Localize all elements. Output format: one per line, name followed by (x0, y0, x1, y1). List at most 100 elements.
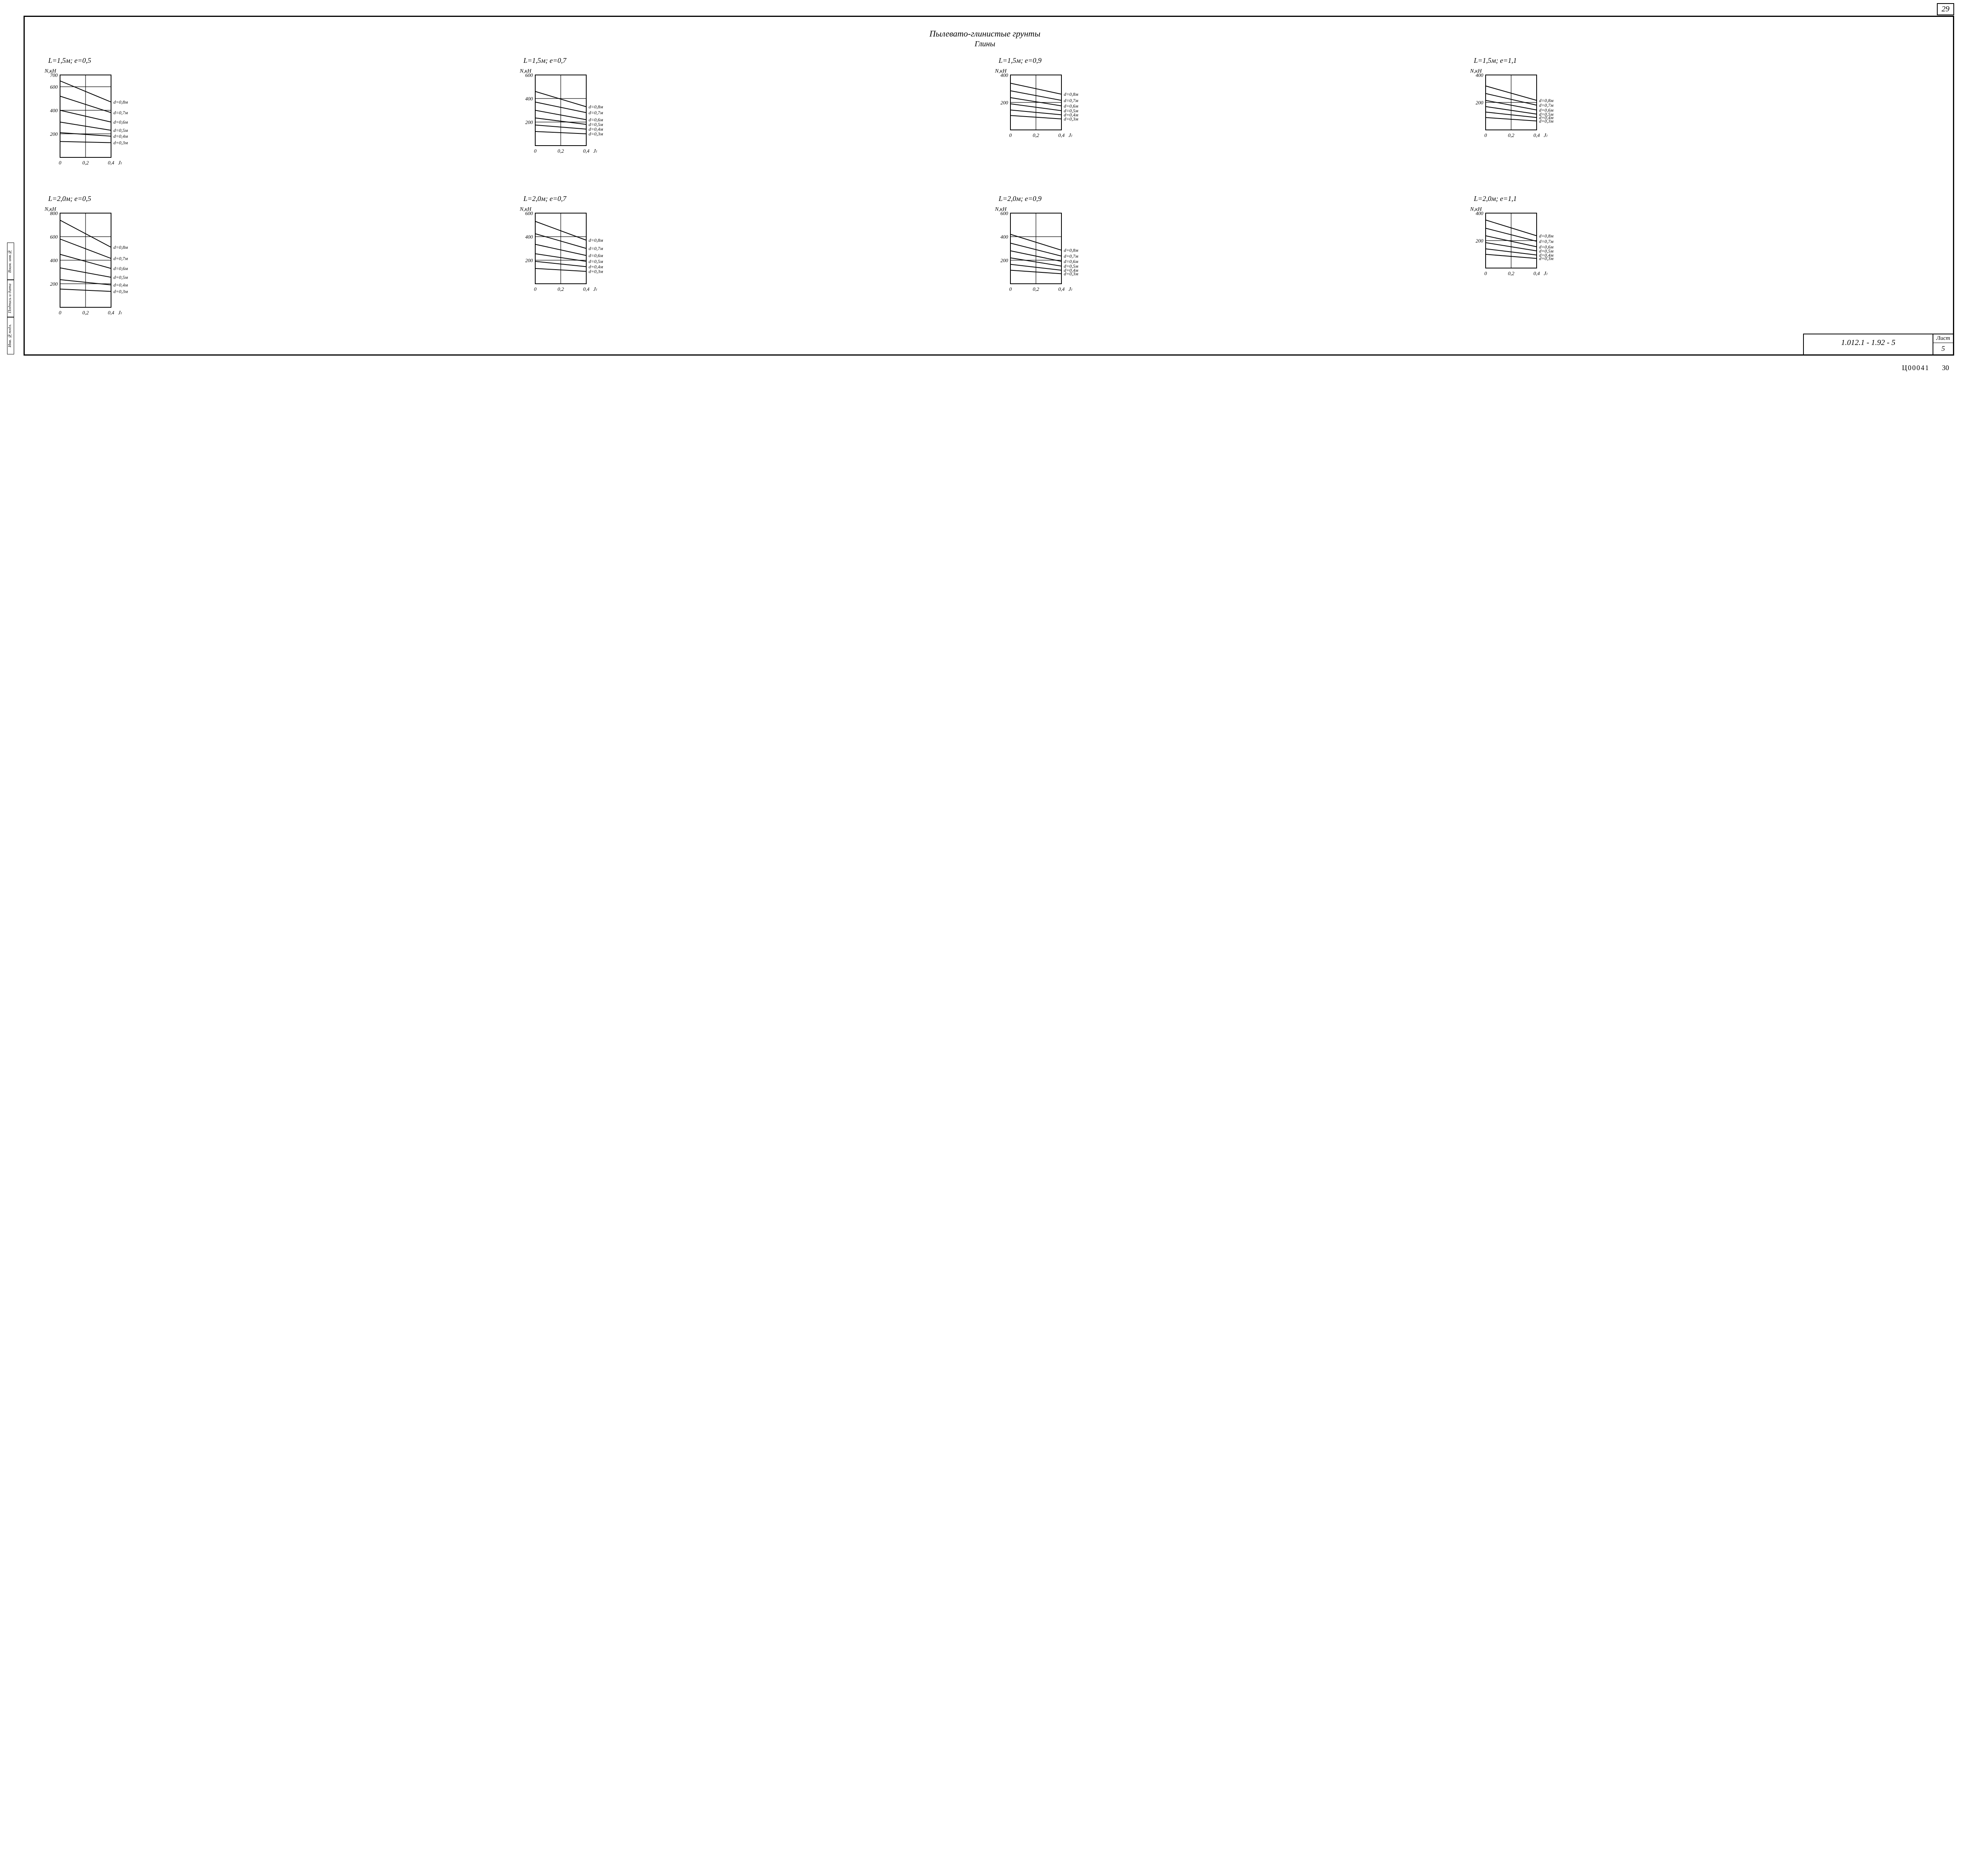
svg-text:0,4: 0,4 (583, 148, 590, 154)
svg-text:d=0,3м: d=0,3м (1064, 116, 1078, 122)
svg-text:200: 200 (525, 119, 533, 125)
page-number-top: 29 (1937, 3, 1954, 15)
chart-svg: N,кН20040000,20,4Jₗd=0,8мd=0,7мd=0,6мd=0… (1466, 205, 1560, 296)
svg-text:d=0,6м: d=0,6м (589, 253, 603, 258)
drawing-frame: Взам. инв.№ Подпись и дата Инв. №подл. П… (24, 16, 1954, 356)
footer-code: Ц00041 (1902, 364, 1929, 372)
svg-text:600: 600 (525, 72, 533, 78)
svg-text:0,2: 0,2 (82, 160, 89, 166)
sheet-number: 5 (1933, 343, 1953, 354)
svg-text:200: 200 (50, 281, 58, 287)
svg-text:0: 0 (59, 310, 62, 316)
side-label-cell: Инв. №подл. (7, 317, 14, 354)
chart-block: L=1,5м; e=0,9N,кН20040000,20,4Jₗd=0,8мd=… (991, 57, 1454, 191)
svg-text:d=0,8м: d=0,8м (1064, 248, 1078, 253)
svg-text:d=0,8м: d=0,8м (589, 104, 603, 109)
chart-block: L=2,0м; e=0,5N,кН20040060080000,20,4Jₗd=… (40, 195, 504, 337)
svg-text:Jₗ: Jₗ (1544, 271, 1548, 277)
chart-svg: N,кН20040000,20,4Jₗd=0,8мd=0,7мd=0,6мd=0… (991, 67, 1085, 157)
svg-text:0,2: 0,2 (1033, 132, 1039, 138)
svg-text:0,2: 0,2 (1508, 270, 1515, 276)
svg-text:0,4: 0,4 (583, 286, 590, 292)
svg-text:d=0,4м: d=0,4м (113, 282, 128, 288)
chart-block: L=1,5м; e=0,7N,кН20040060000,20,4Jₗd=0,8… (516, 57, 979, 191)
svg-text:d=0,3м: d=0,3м (113, 140, 128, 146)
svg-text:0,4: 0,4 (108, 160, 115, 166)
svg-text:Jₗ: Jₗ (1069, 287, 1072, 292)
svg-text:d=0,8м: d=0,8м (589, 237, 603, 243)
side-label-cell: Подпись и дата (7, 280, 14, 317)
svg-text:Jₗ: Jₗ (118, 160, 122, 166)
svg-text:200: 200 (1001, 257, 1008, 263)
svg-text:d=0,6м: d=0,6м (113, 266, 128, 271)
svg-text:d=0,8м: d=0,8м (113, 245, 128, 250)
svg-text:d=0,7м: d=0,7м (113, 110, 128, 115)
chart-svg: N,кН20040060080000,20,4Jₗd=0,8мd=0,7мd=0… (40, 205, 142, 335)
svg-text:400: 400 (525, 234, 533, 240)
svg-text:0: 0 (1009, 132, 1012, 138)
svg-text:600: 600 (525, 210, 533, 216)
svg-text:d=0,7м: d=0,7м (1064, 98, 1078, 103)
svg-text:0: 0 (1009, 286, 1012, 292)
svg-text:400: 400 (50, 108, 58, 113)
chart-caption: L=2,0м; e=1,1 (1474, 195, 1929, 203)
title-block: 1.012.1 - 1.92 - 5 Лист 5 (1803, 334, 1953, 354)
svg-text:d=0,3м: d=0,3м (589, 269, 603, 274)
svg-text:0: 0 (59, 160, 62, 166)
svg-text:d=0,3м: d=0,3м (1539, 118, 1554, 124)
svg-text:d=0,7м: d=0,7м (1539, 239, 1554, 244)
sheet-cell: Лист 5 (1933, 334, 1953, 354)
svg-text:d=0,7м: d=0,7м (113, 256, 128, 261)
doc-number: 1.012.1 - 1.92 - 5 (1804, 334, 1933, 354)
svg-text:0,2: 0,2 (558, 286, 564, 292)
svg-text:0,4: 0,4 (1533, 132, 1540, 138)
svg-text:400: 400 (1476, 72, 1484, 78)
svg-text:0,2: 0,2 (558, 148, 564, 154)
chart-caption: L=2,0м; e=0,9 (999, 195, 1454, 203)
svg-text:0: 0 (1484, 132, 1487, 138)
svg-text:400: 400 (50, 257, 58, 263)
svg-text:400: 400 (1001, 234, 1008, 240)
svg-text:0: 0 (1484, 270, 1487, 276)
svg-text:400: 400 (1001, 72, 1008, 78)
svg-text:0: 0 (534, 286, 537, 292)
side-label-cell: Взам. инв.№ (7, 243, 14, 280)
charts-grid: L=1,5м; e=0,5N,кН20040060070000,20,4Jₗd=… (33, 57, 1937, 337)
svg-text:d=0,3м: d=0,3м (1539, 256, 1554, 261)
svg-text:d=0,6м: d=0,6м (113, 119, 128, 125)
svg-text:d=0,5м: d=0,5м (589, 259, 603, 264)
chart-caption: L=2,0м; e=0,5 (48, 195, 504, 203)
chart-block: L=2,0м; e=1,1N,кН20040000,20,4Jₗd=0,8мd=… (1466, 195, 1929, 337)
svg-text:d=0,8м: d=0,8м (1539, 233, 1554, 239)
svg-text:0,2: 0,2 (1033, 286, 1039, 292)
chart-block: L=2,0м; e=0,9N,кН20040060000,20,4Jₗd=0,8… (991, 195, 1454, 337)
svg-text:Jₗ: Jₗ (118, 310, 122, 316)
chart-svg: N,кН20040060070000,20,4Jₗd=0,8мd=0,7мd=0… (40, 67, 142, 189)
svg-text:Jₗ: Jₗ (593, 287, 597, 292)
svg-text:d=0,3м: d=0,3м (1064, 271, 1078, 277)
svg-text:0,4: 0,4 (108, 310, 115, 316)
chart-caption: L=1,5м; e=0,9 (999, 57, 1454, 65)
sheet-label: Лист (1933, 334, 1953, 343)
svg-text:d=0,3м: d=0,3м (589, 131, 603, 137)
svg-text:400: 400 (1476, 210, 1484, 216)
svg-text:d=0,4м: d=0,4м (113, 133, 128, 139)
svg-text:700: 700 (50, 72, 58, 78)
chart-caption: L=1,5м; e=0,5 (48, 57, 504, 65)
svg-text:Jₗ: Jₗ (593, 148, 597, 154)
svg-text:200: 200 (1476, 238, 1484, 244)
svg-text:200: 200 (1001, 100, 1008, 106)
chart-caption: L=2,0м; e=0,7 (523, 195, 979, 203)
svg-text:200: 200 (50, 131, 58, 137)
svg-text:Jₗ: Jₗ (1544, 133, 1548, 139)
chart-svg: N,кН20040000,20,4Jₗd=0,8мd=0,7мd=0,6мd=0… (1466, 67, 1560, 157)
svg-text:200: 200 (1476, 100, 1484, 106)
chart-svg: N,кН20040060000,20,4Jₗd=0,8мd=0,7мd=0,6м… (516, 67, 614, 173)
svg-text:600: 600 (50, 84, 58, 90)
svg-text:d=0,7м: d=0,7м (589, 246, 603, 251)
svg-text:d=0,8м: d=0,8м (1064, 91, 1078, 97)
svg-text:0,4: 0,4 (1533, 270, 1540, 276)
svg-text:600: 600 (1001, 210, 1008, 216)
svg-text:d=0,5м: d=0,5м (113, 128, 128, 133)
chart-svg: N,кН20040060000,20,4Jₗd=0,8мd=0,7мd=0,6м… (991, 205, 1089, 311)
